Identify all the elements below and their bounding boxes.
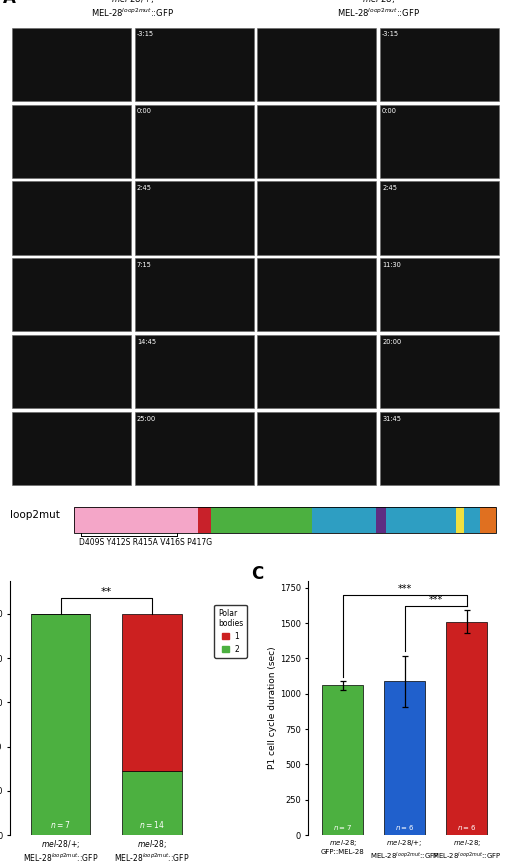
Text: loop2mut: loop2mut [10,510,60,520]
Bar [12,335,131,408]
Text: 0:00: 0:00 [137,108,152,115]
Bar [258,335,376,408]
Bar [135,258,253,331]
Y-axis label: P1 cell cycle duration (sec): P1 cell cycle duration (sec) [268,647,277,769]
Bar [376,507,386,532]
Text: $\it{n=14}$: $\it{n=14}$ [140,819,165,830]
Text: ***: *** [429,595,443,605]
Text: $\it{n=6}$: $\it{n=6}$ [395,822,414,832]
Bar [386,507,456,532]
Bar [74,507,496,532]
Bar [211,507,312,532]
Text: MEL-28$^{loop2mut}$::GFP: MEL-28$^{loop2mut}$::GFP [91,7,174,19]
Bar [12,28,131,101]
Bar [123,614,182,771]
Bar [258,258,376,331]
Text: 14:45: 14:45 [137,339,156,344]
Bar [312,507,376,532]
Bar [258,104,376,177]
Bar [135,182,253,255]
Text: 2:45: 2:45 [137,185,152,191]
Legend: 1, 2: 1, 2 [214,605,247,658]
Bar [456,507,464,532]
Bar [384,681,425,835]
Bar [464,507,480,532]
Bar [380,258,499,331]
Bar [380,335,499,408]
Text: $\it{n=7}$: $\it{n=7}$ [333,822,352,832]
Bar [123,771,182,835]
Bar [380,182,499,255]
Text: ***: *** [398,584,412,594]
Bar [135,335,253,408]
Bar [198,507,211,532]
Text: $\it{mel}$-$\it{28}$;: $\it{mel}$-$\it{28}$; [362,0,394,5]
Text: C: C [251,566,263,584]
Text: 11:30: 11:30 [382,262,401,268]
Bar [135,104,253,177]
Bar [447,622,487,835]
Bar [258,412,376,486]
Bar [380,412,499,486]
Text: 2:45: 2:45 [382,185,397,191]
Text: $\it{n=7}$: $\it{n=7}$ [51,819,71,830]
Bar [12,412,131,486]
Text: $\it{n=6}$: $\it{n=6}$ [457,822,476,832]
Text: 20:00: 20:00 [382,339,401,344]
Bar [322,685,363,835]
Bar [258,182,376,255]
Bar [135,412,253,486]
Text: -3:15: -3:15 [137,31,154,37]
Bar [12,182,131,255]
Text: 0:00: 0:00 [382,108,397,115]
Text: 25:00: 25:00 [137,416,156,422]
Bar [258,28,376,101]
Text: A: A [3,0,16,8]
Bar [31,614,90,835]
Bar [12,104,131,177]
Text: D409S Y412S R415A V416S P417G: D409S Y412S R415A V416S P417G [79,538,212,547]
Bar [380,104,499,177]
Bar [380,28,499,101]
Text: 31:45: 31:45 [382,416,401,422]
Bar [135,28,253,101]
Text: $\it{mel}$-$\it{28}$/+;: $\it{mel}$-$\it{28}$/+; [111,0,154,5]
Text: MEL-28$^{loop2mut}$::GFP: MEL-28$^{loop2mut}$::GFP [337,7,420,19]
Text: 7:15: 7:15 [137,262,152,268]
Bar [480,507,496,532]
Bar [74,507,198,532]
Text: **: ** [101,587,112,598]
Text: -3:15: -3:15 [382,31,399,37]
Bar [12,258,131,331]
